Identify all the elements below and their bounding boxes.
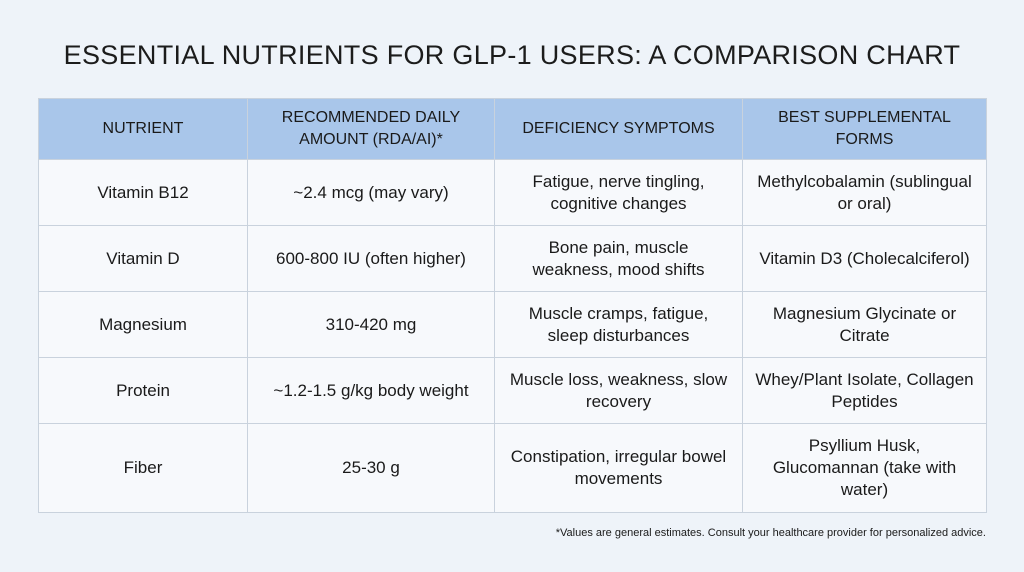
cell-nutrient: Magnesium [38,291,248,358]
footnote: *Values are general estimates. Consult y… [555,527,986,539]
cell-amount: ~1.2-1.5 g/kg body weight [247,357,495,424]
table-header-row: NUTRIENT RECOMMENDED DAILY AMOUNT (RDA/A… [38,98,987,160]
table-row: Protein ~1.2-1.5 g/kg body weight Muscle… [38,357,987,424]
header-deficiency-symptoms: DEFICIENCY SYMPTOMS [494,98,743,160]
table-row: Vitamin D 600-800 IU (often higher) Bone… [38,225,987,292]
cell-nutrient: Vitamin D [38,225,248,292]
cell-forms: Vitamin D3 (Cholecalciferol) [742,225,987,292]
page-title: ESSENTIAL NUTRIENTS FOR GLP-1 USERS: A C… [63,40,961,70]
table-row: Vitamin B12 ~2.4 mcg (may vary) Fatigue,… [38,159,987,226]
cell-forms: Magnesium Glycinate or Citrate [742,291,987,358]
cell-symptoms: Muscle loss, weakness, slow recovery [494,357,743,424]
cell-symptoms: Bone pain, muscle weakness, mood shifts [494,225,743,292]
cell-symptoms: Constipation, irregular bowel movements [494,423,743,513]
header-nutrient: NUTRIENT [38,98,248,160]
header-supplemental-forms: BEST SUPPLEMENTAL FORMS [742,98,987,160]
cell-symptoms: Muscle cramps, fatigue, sleep disturbanc… [494,291,743,358]
table-row: Fiber 25-30 g Constipation, irregular bo… [38,423,987,513]
cell-amount: 600-800 IU (often higher) [247,225,495,292]
table-row: Magnesium 310-420 mg Muscle cramps, fati… [38,291,987,358]
cell-forms: Whey/Plant Isolate, Collagen Peptides [742,357,987,424]
cell-nutrient: Protein [38,357,248,424]
cell-symptoms: Fatigue, nerve tingling, cognitive chang… [494,159,743,226]
cell-amount: 310-420 mg [247,291,495,358]
cell-amount: 25-30 g [247,423,495,513]
cell-nutrient: Vitamin B12 [38,159,248,226]
cell-nutrient: Fiber [38,423,248,513]
cell-amount: ~2.4 mcg (may vary) [247,159,495,226]
header-recommended-amount: RECOMMENDED DAILY AMOUNT (RDA/AI)* [247,98,495,160]
cell-forms: Psyllium Husk, Glucomannan (take with wa… [742,423,987,513]
cell-forms: Methylcobalamin (sublingual or oral) [742,159,987,226]
nutrient-comparison-table: NUTRIENT RECOMMENDED DAILY AMOUNT (RDA/A… [38,98,987,513]
